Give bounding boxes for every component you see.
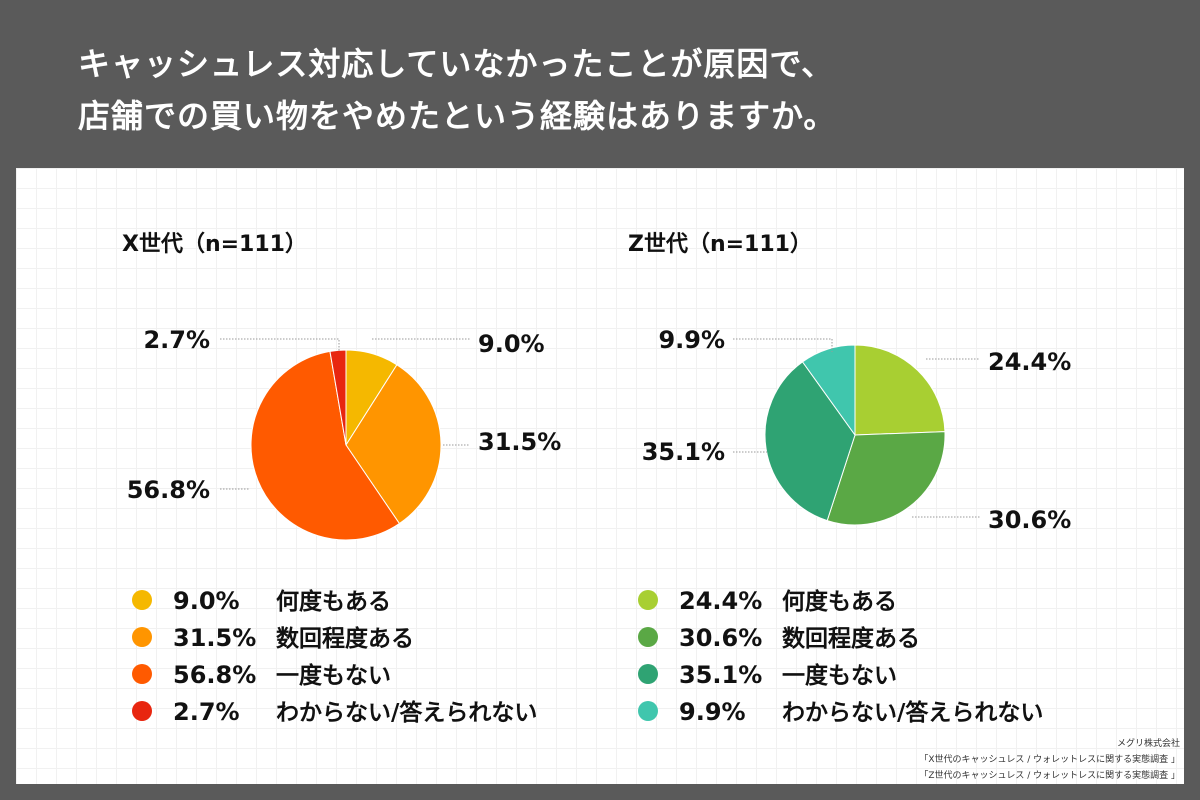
legend-dot-x-gen-few-times [132,627,152,647]
leader-line-x-gen-unknown [220,338,340,352]
legend-dot-z-gen-unknown [638,701,658,721]
data-label-z-gen-few-times: 30.6% [988,506,1071,534]
legend-dot-z-gen-few-times [638,627,658,647]
source-survey-x: 「X世代のキャッシュレス / ウォレットレスに関する実態調査 」 [919,753,1180,765]
pie-slice-x-gen-few-times [345,364,442,525]
chart-title-x-gen: X世代（n=111） [122,232,307,257]
legend-dot-z-gen-frequent [638,590,658,610]
legend-label-x-gen-frequent: 何度もある [276,588,391,615]
legend-label-x-gen-few-times: 数回程度ある [276,625,414,652]
legend-dot-z-gen-never [638,664,658,684]
legend-label-z-gen-unknown: わからない/答えられない [782,699,1043,726]
pie-slice-z-gen-frequent [854,344,946,436]
leader-line-z-gen-unknown [733,338,833,352]
page-title-line-1: キャッシュレス対応していなかったことが原因で、 [78,45,835,83]
chart-title-z-gen: Z世代（n=111） [628,232,812,257]
pie-slice-z-gen-never [764,361,856,522]
pie-slice-x-gen-never [250,350,401,541]
pie-slice-x-gen-unknown [329,349,347,446]
data-label-x-gen-unknown: 2.7% [143,326,210,354]
legend-label-z-gen-never: 一度もない [782,662,897,689]
data-label-z-gen-unknown: 9.9% [658,326,725,354]
data-label-z-gen-frequent: 24.4% [988,348,1071,376]
pie-slice-z-gen-unknown [801,344,856,437]
pie-slice-z-gen-few-times [826,431,946,526]
data-label-z-gen-never: 35.1% [642,438,725,466]
legend-dot-x-gen-unknown [132,701,152,721]
data-label-x-gen-few-times: 31.5% [478,428,561,456]
legend-pct-x-gen-unknown: 2.7% [173,698,240,726]
data-label-x-gen-never: 56.8% [127,476,210,504]
legend-label-x-gen-never: 一度もない [276,662,391,689]
legend-pct-z-gen-never: 35.1% [679,661,762,689]
legend-dot-x-gen-never [132,664,152,684]
legend-pct-x-gen-frequent: 9.0% [173,587,240,615]
legend-label-z-gen-few-times: 数回程度ある [782,625,920,652]
legend-pct-z-gen-few-times: 30.6% [679,624,762,652]
chart-panel [16,168,1184,784]
legend-pct-z-gen-frequent: 24.4% [679,587,762,615]
legend-pct-x-gen-never: 56.8% [173,661,256,689]
source-company: メグリ株式会社 [1117,737,1180,749]
legend-pct-z-gen-unknown: 9.9% [679,698,746,726]
page-title: キャッシュレス対応していなかったことが原因で、 店舗での買い物をやめたという経験… [78,38,1158,142]
legend-label-x-gen-unknown: わからない/答えられない [276,699,537,726]
legend-pct-x-gen-few-times: 31.5% [173,624,256,652]
data-label-x-gen-frequent: 9.0% [478,330,545,358]
source-survey-z: 「Z世代のキャッシュレス / ウォレットレスに関する実態調査 」 [919,769,1180,781]
legend-label-z-gen-frequent: 何度もある [782,588,897,615]
page-title-line-2: 店舗での買い物をやめたという経験はありますか。 [78,97,837,135]
legend-dot-x-gen-frequent [132,590,152,610]
